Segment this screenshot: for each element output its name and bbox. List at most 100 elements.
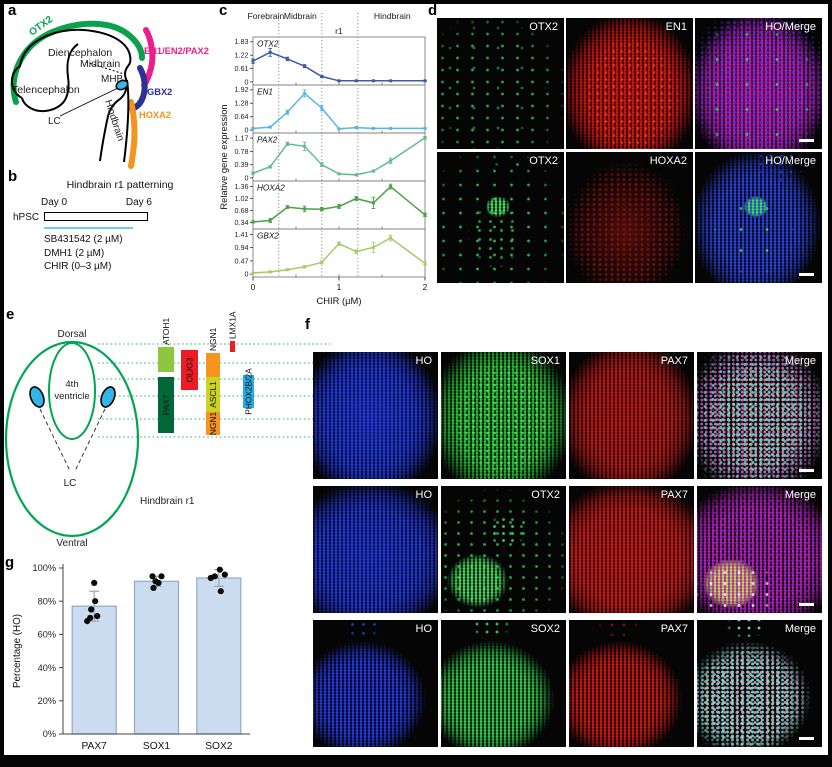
series-line (252, 185, 426, 223)
y-axis-label: Percentage (HO) (12, 614, 23, 688)
reagent-item: DMH1 (2 µM) (44, 247, 105, 259)
region-label: Midbrain (284, 11, 317, 21)
x-tick-label: 0 (251, 282, 256, 292)
replicate-dot (207, 574, 214, 582)
fluorescence-dots (566, 18, 693, 149)
scale-bar (799, 138, 814, 142)
data-point (303, 207, 307, 211)
panel-label-f: f (305, 316, 310, 333)
panel-label-b: b (8, 168, 18, 185)
data-point (389, 159, 393, 163)
x-axis-label: CHIR (µM) (317, 295, 362, 306)
scale-bar (799, 602, 814, 606)
channel-label: PAX7 (660, 355, 688, 367)
series-line (252, 237, 426, 274)
scale-bar (799, 272, 814, 276)
data-point (268, 219, 272, 222)
gene-domain-label: PAX7 (161, 394, 171, 415)
scale-bar (799, 468, 814, 472)
channel-label: Merge (784, 623, 816, 635)
data-point (320, 207, 324, 211)
category-label: SOX1 (143, 741, 171, 752)
region-label: Hindbrain (374, 11, 411, 21)
channel-label: SOX2 (530, 623, 560, 635)
y-tick-label: 0.34 (235, 218, 249, 227)
fluorescence-dots (313, 620, 438, 747)
timeline-bar (44, 212, 148, 221)
frame-bottom (0, 755, 832, 767)
series-line (252, 51, 425, 82)
y-tick-label: 40% (38, 663, 56, 673)
fluorescence-dots (441, 352, 566, 479)
data-point (337, 204, 341, 208)
en1-en2-pax2-label: EN1/EN2/PAX2 (144, 46, 209, 56)
data-point (337, 79, 341, 83)
replicate-dot (92, 598, 99, 605)
y-tick-label: 1.17 (235, 134, 249, 143)
gene-domain-label: OLIG3 (185, 357, 195, 382)
data-point (337, 242, 341, 246)
gene-domain-bar (181, 350, 198, 390)
micrograph: PAX7 (569, 352, 694, 479)
gbx2-label: GBX2 (147, 87, 172, 97)
micrograph: EN1 (566, 18, 693, 149)
gene-domain-bar (206, 412, 220, 435)
y-tick-label: 100% (33, 563, 57, 573)
data-point (251, 171, 255, 175)
channel-label: HO (415, 355, 433, 367)
hpsc-label: hPSC (13, 212, 40, 223)
category-label: SOX2 (205, 741, 233, 752)
x-tick-label: 2 (423, 282, 428, 292)
replicate-dot (149, 573, 156, 580)
lc-dashed-pointer (39, 408, 71, 472)
micrograph: HO/Merge (695, 18, 822, 149)
fluorescence-dots (695, 18, 822, 149)
y-tick-label: 0 (245, 270, 249, 279)
bar (133, 580, 180, 735)
data-point (285, 110, 289, 114)
reagent-item: SB431542 (2 µM) (44, 234, 123, 245)
y-tick-label: 0.78 (235, 147, 249, 156)
data-point (320, 260, 324, 264)
telencephalon-outline (21, 43, 79, 113)
panel-f-grid: HO SOX1 PAX7 Merge HO OTX2 PAX7 Merge HO SOX2 PAX7… (313, 352, 822, 747)
y-tick-label: 0.64 (235, 112, 249, 121)
replicate-dot (221, 571, 228, 578)
scale-bar (799, 736, 814, 740)
fluorescence-dots (697, 486, 822, 613)
gene-domain-bar (230, 341, 235, 352)
data-point (423, 79, 427, 83)
channel-label: HO (415, 623, 433, 635)
data-point (251, 271, 255, 275)
panel-label-d: d (428, 2, 438, 19)
data-point (371, 245, 375, 249)
frame-right (828, 0, 832, 767)
channel-label: HOXA2 (649, 155, 687, 167)
data-point (354, 197, 358, 201)
x-tick-label: 1 (337, 282, 342, 292)
region-label: r1 (335, 26, 343, 36)
fluorescence-dots (441, 486, 566, 613)
panel-label-e: e (6, 306, 15, 323)
micrograph: Merge (697, 352, 822, 479)
gene-label: PAX2 (257, 136, 278, 145)
fluorescence-dots (313, 352, 438, 479)
gene-domain-label: LMX1A (228, 311, 238, 339)
midbrain-label: Midbrain (80, 58, 120, 70)
data-point (320, 106, 324, 110)
ventricle-label: ventricle (54, 391, 89, 402)
data-point (371, 169, 375, 173)
day-end-label: Day 6 (125, 197, 152, 208)
data-point (389, 126, 393, 130)
mhb-dotted-line (85, 61, 125, 75)
y-tick-label: 1.36 (235, 182, 249, 191)
panel-label-a: a (8, 2, 17, 19)
data-point (285, 205, 289, 209)
micrograph: HO (313, 620, 438, 747)
channel-label: OTX2 (529, 21, 558, 33)
gene-label: OTX2 (257, 40, 279, 49)
y-tick-label: 0 (245, 77, 249, 86)
y-tick-label: 1.92 (235, 85, 249, 94)
gene-domain-bar (158, 347, 174, 372)
